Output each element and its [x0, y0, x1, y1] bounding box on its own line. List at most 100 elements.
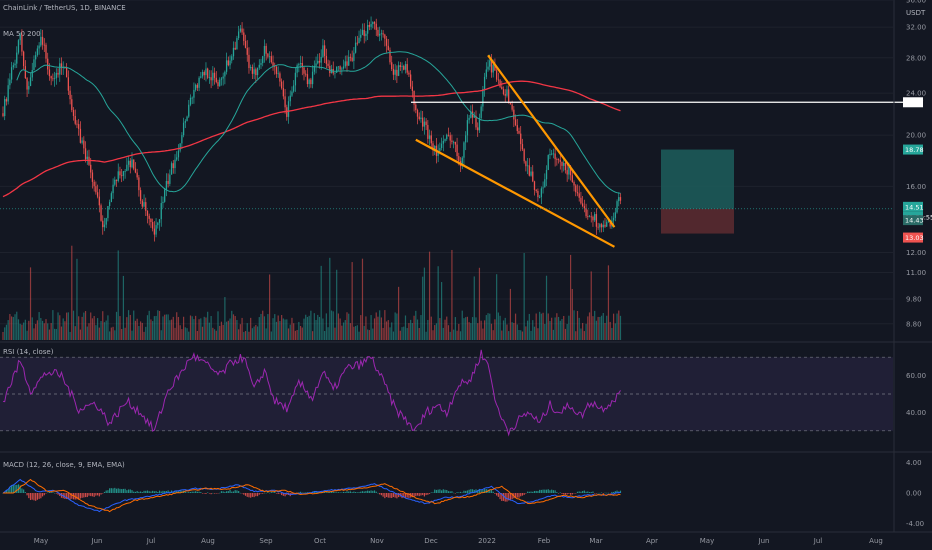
candle-body: [286, 107, 288, 117]
volume-bar: [557, 316, 560, 340]
candle-body: [17, 40, 20, 53]
candle-body: [423, 121, 426, 127]
volume-bar: [471, 317, 474, 340]
volume-bar: [454, 317, 456, 340]
volume-bar: [127, 310, 130, 340]
candle-body: [547, 155, 549, 170]
volume-bar: [487, 313, 489, 340]
volume-bar: [234, 316, 236, 340]
volume-bar: [367, 329, 369, 340]
volume-bar: [183, 316, 185, 340]
candle-body: [293, 85, 295, 92]
x-tick-label: May: [34, 537, 48, 545]
macd-histogram-bar: [459, 491, 462, 493]
volume-bar: [439, 318, 441, 340]
candle-body: [215, 77, 217, 83]
volume-bar: [277, 315, 279, 340]
macd-indicator-label[interactable]: MACD (12, 26, close, 9, EMA, EMA): [3, 461, 125, 469]
candle-body: [250, 67, 252, 69]
volume-bar: [401, 327, 403, 340]
candle-body: [308, 79, 310, 85]
volume-bar: [198, 319, 200, 340]
candle-body: [535, 189, 537, 191]
macd-histogram-bar: [267, 492, 269, 493]
volume-bar: [514, 313, 517, 340]
macd-histogram-bar: [141, 492, 143, 493]
candle-body: [143, 202, 145, 207]
candle-body: [525, 161, 527, 167]
candle-body: [310, 79, 312, 85]
volume-bar: [62, 318, 64, 340]
macd-histogram-bar: [186, 492, 188, 493]
volume-bar: [138, 326, 140, 340]
candle-body: [501, 86, 503, 90]
volume-bar: [375, 312, 377, 340]
candle-body: [494, 64, 496, 71]
volume-bar: [499, 315, 501, 340]
volume-bar: [119, 316, 121, 340]
volume-bar: [91, 318, 94, 340]
volume-bar: [279, 321, 281, 340]
macd-histogram-bar: [453, 492, 455, 494]
candle-body: [298, 64, 300, 66]
candle-body: [296, 65, 298, 73]
macd-histogram-bar: [566, 493, 568, 495]
macd-histogram-bar: [256, 493, 259, 497]
macd-histogram-bar: [411, 493, 413, 497]
volume-bar: [88, 323, 90, 340]
macd-histogram-bar: [277, 493, 279, 494]
wedge-lower-trendline: [415, 138, 615, 248]
candle-body: [127, 160, 130, 165]
macd-histogram-bar: [547, 489, 549, 493]
candle-body: [279, 73, 281, 82]
candle-body: [344, 61, 346, 67]
candle-body: [607, 220, 610, 222]
candle-body: [79, 128, 82, 143]
volume-bar: [274, 314, 276, 340]
x-tick-label: Oct: [314, 537, 326, 545]
symbol-title[interactable]: ChainLink / TetherUS, 1D, BINANCE: [3, 4, 126, 12]
volume-bar: [203, 316, 205, 340]
candle-body: [329, 65, 331, 74]
macd-histogram-bar: [269, 492, 271, 494]
candle-body: [403, 66, 405, 70]
rsi-indicator-label[interactable]: RSI (14, close): [3, 348, 54, 356]
macd-signal-line: [3, 478, 621, 513]
volume-bar: [293, 323, 295, 340]
macd-histogram-bar: [176, 491, 178, 493]
volume-bar: [263, 316, 266, 340]
candle-body: [86, 156, 88, 160]
candle-body: [21, 34, 23, 52]
macd-histogram-bar: [227, 491, 229, 493]
volume-bar: [490, 323, 493, 340]
price-tag-stop-bg: [903, 232, 923, 243]
candle-body: [592, 216, 594, 221]
candle-body: [2, 113, 4, 117]
volume-bar: [392, 331, 395, 340]
macd-histogram-bar: [229, 489, 231, 493]
volume-bar: [379, 310, 381, 340]
candle-body: [463, 142, 465, 158]
volume-bar: [186, 328, 188, 340]
candle-body: [346, 61, 348, 66]
macd-histogram-bar: [484, 489, 486, 493]
volume-bar: [43, 323, 45, 340]
candle-body: [263, 45, 266, 57]
volume-bar: [79, 329, 81, 340]
candle-body: [466, 120, 469, 136]
volume-bar: [619, 315, 622, 340]
candle-body: [29, 77, 32, 87]
macd-histogram-bar: [542, 489, 544, 493]
candle-body: [84, 148, 87, 160]
macd-histogram-bar: [368, 490, 370, 493]
macd-histogram-bar: [530, 491, 532, 493]
candle-body: [580, 197, 582, 204]
candle-body: [348, 56, 350, 66]
volume-bar: [506, 324, 508, 340]
volume-bar: [614, 323, 616, 340]
candle-body: [375, 23, 377, 30]
macd-histogram-bar: [107, 490, 109, 493]
macd-histogram-bar: [480, 490, 482, 493]
candle-body: [612, 217, 615, 221]
